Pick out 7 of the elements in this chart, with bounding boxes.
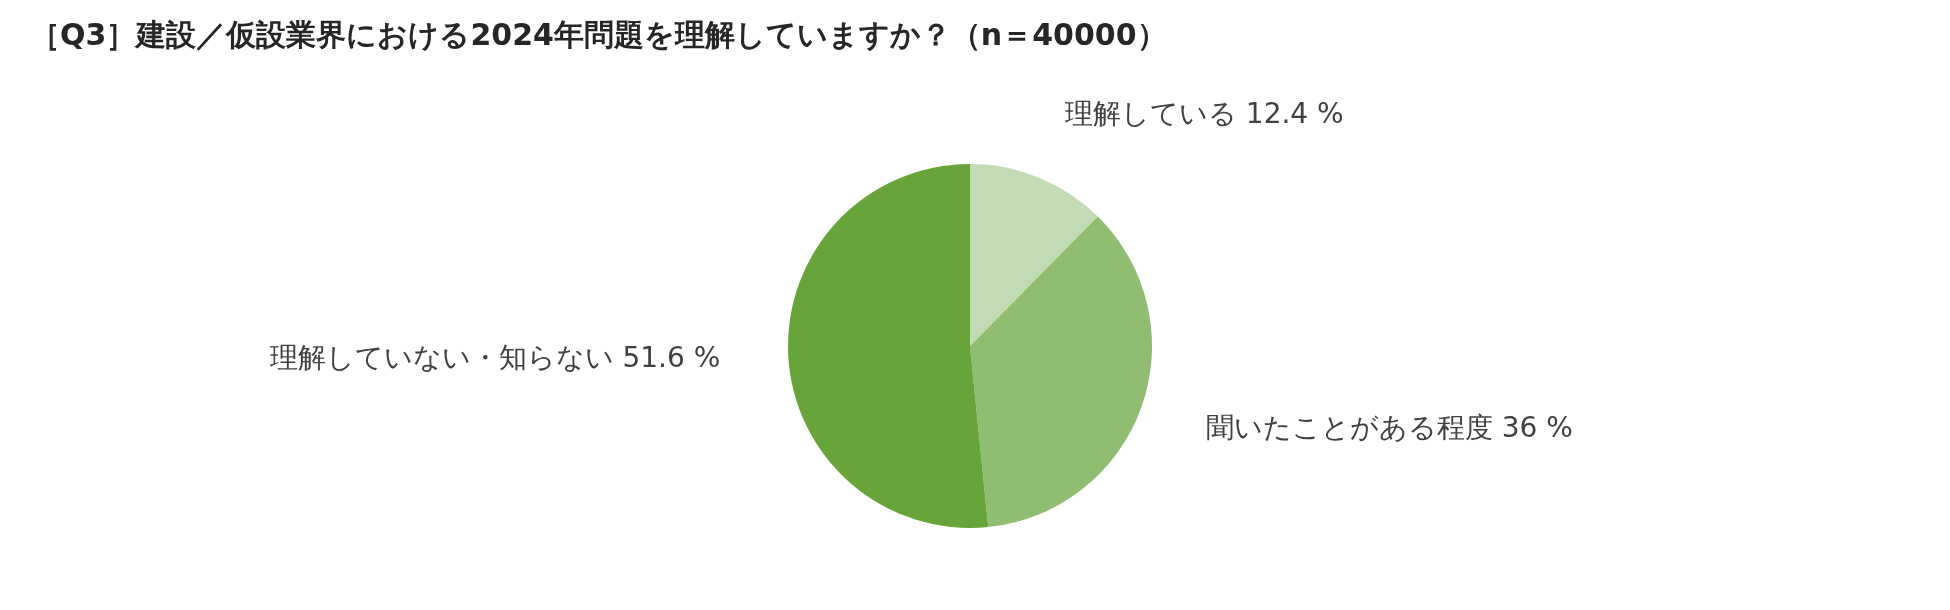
pie-slice: [970, 164, 1098, 346]
chart-title: ［Q3］建設／仮設業界における2024年問題を理解していますか？（n＝40000）: [30, 16, 1167, 52]
slice-label: 理解している 12.4 %: [1064, 96, 1344, 130]
slice-label: 理解していない・知らない 51.6 %: [269, 340, 721, 374]
slice-label: 聞いたことがある程度 36 %: [1205, 411, 1573, 445]
pie-slice: [788, 164, 989, 528]
pie-slice: [970, 216, 1152, 528]
